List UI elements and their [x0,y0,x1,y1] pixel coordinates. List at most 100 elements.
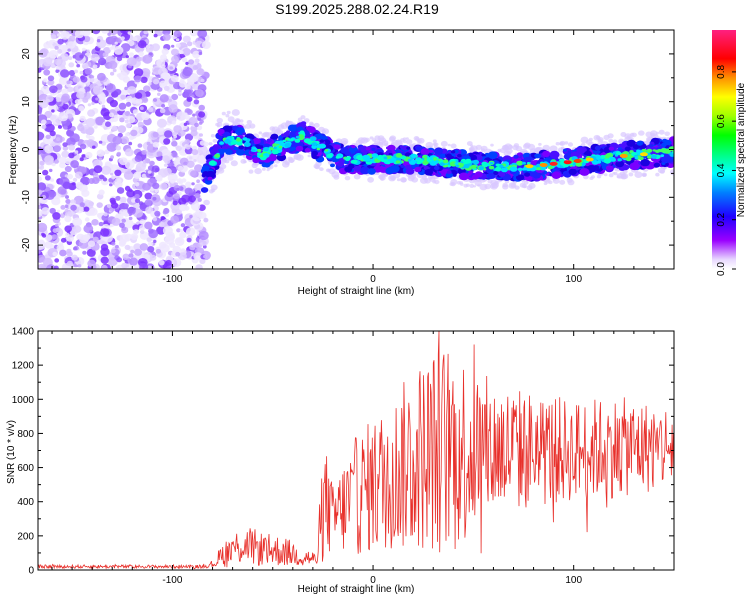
noise-blob [160,243,170,253]
noise-blob [64,165,72,173]
noise-blob [175,38,180,42]
noise-blob [159,94,169,103]
ridge-blob [433,147,443,155]
noise-blob [171,137,176,142]
noise-blob [175,251,181,257]
noise-blob [109,99,118,108]
halo-blob [608,138,614,143]
noise-blob [139,263,149,269]
noise-blob [197,68,204,74]
noise-blob [201,40,211,50]
halo-blob [288,158,295,163]
ridge-core [279,140,284,144]
noise-blob [41,207,50,215]
noise-blob [140,106,144,110]
ridge-core [287,138,291,141]
noise-blob [180,50,184,55]
noise-blob [62,145,69,151]
noise-blob [134,182,140,187]
halo-blob [655,172,660,177]
halo-blob [548,180,553,185]
halo-blob [597,139,603,144]
noise-blob [64,208,69,213]
noise-blob [162,33,171,41]
noise-blob [105,83,116,93]
x-tick-label: -100 [162,274,182,285]
noise-blob [142,54,153,64]
noise-blob [72,217,83,227]
ridge-core [326,153,333,158]
noise-blob [80,76,88,83]
noise-blob [121,226,129,234]
noise-blob [92,236,99,242]
halo-blob [469,148,474,153]
noise-blob [112,68,117,73]
noise-blob [106,142,117,152]
noise-blob [139,224,146,231]
noise-blob [48,103,59,113]
halo-blob [280,122,289,129]
ridge-blob [542,150,551,158]
ridge-core [390,160,395,163]
halo-blob [434,179,440,185]
ridge-hotspot [573,159,582,163]
ridge-core [257,148,262,153]
halo-blob [225,114,230,118]
noise-blob [66,251,73,257]
halo-blob [364,137,370,143]
noise-blob [130,233,139,241]
noise-blob [79,184,88,193]
halo-blob [396,178,401,182]
noise-blob [108,30,119,35]
noise-blob [156,127,166,135]
ridge-blob [388,166,395,172]
noise-blob [74,99,81,105]
noise-blob [100,108,110,117]
noise-blob [58,112,69,122]
noise-blob [173,193,180,200]
noise-blob [67,41,76,49]
halo-blob [508,182,517,189]
halo-blob [559,179,566,185]
noise-blob [186,41,193,47]
noise-blob [170,74,179,83]
noise-blob [68,62,75,68]
ridge-core [306,140,311,144]
noise-blob [79,234,89,244]
noise-blob [168,98,172,102]
noise-blob [149,160,155,166]
noise-blob [171,55,179,63]
halo-blob [432,142,438,146]
noise-blob [185,145,191,150]
noise-blob [163,138,171,145]
halo-blob [585,139,593,145]
noise-blob [39,160,45,166]
noise-blob [152,141,160,148]
noise-blob [59,249,67,257]
noise-blob [184,139,191,145]
noise-blob [68,56,73,60]
noise-blob [128,141,133,146]
ridge-blob [337,162,343,167]
noise-blob [176,228,181,233]
noise-blob [122,158,128,163]
halo-blob [319,167,324,172]
noise-blob [137,143,143,148]
noise-blob [114,169,122,176]
noise-blob [66,260,73,267]
noise-blob [127,31,132,35]
noise-blob [171,140,178,147]
ridge-core [536,167,541,171]
halo-blob [333,174,340,180]
halo-blob [480,148,486,152]
halo-blob [313,122,320,128]
noise-blob [52,212,61,220]
noise-blob [199,258,206,265]
ridge-blob [202,171,210,177]
noise-blob [161,48,169,55]
ridge-core [395,160,401,164]
halo-blob [413,136,420,141]
noise-blob [83,30,91,37]
